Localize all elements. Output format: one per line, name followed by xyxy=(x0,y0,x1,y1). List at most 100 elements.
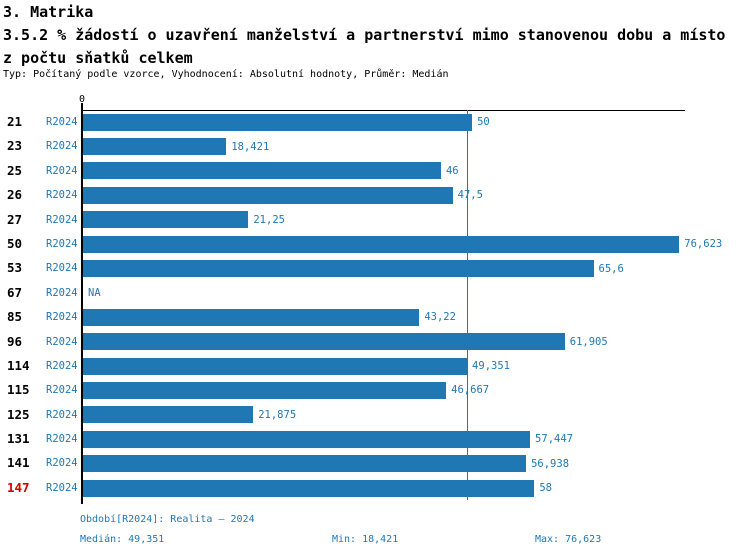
row-id-label: 25 xyxy=(7,162,23,178)
value-bar xyxy=(83,186,453,204)
row-period-label: R2024 xyxy=(46,433,78,446)
row-period-label: R2024 xyxy=(46,311,78,324)
bar-container: 43,22 xyxy=(83,305,456,329)
bar-container: 21,25 xyxy=(83,208,285,232)
bar-container: 46,667 xyxy=(83,378,489,402)
y-axis-line xyxy=(81,103,83,504)
bar-container: 47,5 xyxy=(83,183,483,207)
row-id-label: 147 xyxy=(7,479,30,495)
chart-row: 96 R2024 61,905 xyxy=(0,330,750,354)
bar-container: 18,421 xyxy=(83,134,269,158)
value-label: 57,447 xyxy=(535,433,573,446)
chart-row: 21 R2024 50 xyxy=(0,110,750,134)
value-label: 76,623 xyxy=(684,238,723,251)
bar-container: 57,447 xyxy=(83,427,573,451)
row-period-label: R2024 xyxy=(46,213,78,226)
row-period-label: R2024 xyxy=(46,164,78,177)
value-label: 61,905 xyxy=(569,335,608,348)
report-title-line2: z počtu sňatků celkem xyxy=(3,49,193,67)
value-bar xyxy=(83,235,680,253)
x-axis-zero-tick-label: 0 xyxy=(78,94,86,105)
value-label: 21,25 xyxy=(253,213,285,226)
bar-container: 76,623 xyxy=(83,232,722,256)
value-label: 56,938 xyxy=(531,457,570,470)
row-id-label: 67 xyxy=(7,284,23,300)
value-bar xyxy=(83,406,254,424)
chart-row: 50 R2024 76,623 xyxy=(0,232,750,256)
bar-container: 61,905 xyxy=(83,330,608,354)
row-id-label: 96 xyxy=(7,333,23,349)
value-label: 49,351 xyxy=(472,360,510,373)
bar-container: NA xyxy=(83,281,101,305)
row-period-label: R2024 xyxy=(46,237,78,250)
section-title: 3. Matrika xyxy=(3,3,94,21)
chart-row: 147 R2024 58 xyxy=(0,476,750,500)
row-id-label: 141 xyxy=(7,455,30,471)
row-id-label: 26 xyxy=(7,187,23,203)
row-id-label: 50 xyxy=(7,235,23,251)
row-period-label: R2024 xyxy=(46,140,78,153)
value-bar xyxy=(83,113,473,131)
report-title-line1: 3.5.2 % žádostí o uzavření manželství a … xyxy=(3,26,726,44)
row-period-label: R2024 xyxy=(46,335,78,348)
value-bar xyxy=(83,162,441,180)
chart-row: 23 R2024 18,421 xyxy=(0,134,750,158)
value-label: 43,22 xyxy=(424,311,456,324)
value-label: 65,6 xyxy=(598,262,624,275)
bar-container: 65,6 xyxy=(83,256,624,280)
chart-row: 115 R2024 46,667 xyxy=(0,378,750,402)
value-bar xyxy=(83,455,527,473)
row-period-label: R2024 xyxy=(46,189,78,202)
row-period-label: R2024 xyxy=(46,384,78,397)
row-period-label: R2024 xyxy=(46,457,78,470)
value-bar xyxy=(83,308,420,326)
value-label: NA xyxy=(88,286,101,299)
row-id-label: 131 xyxy=(7,431,30,447)
chart-row: 114 R2024 49,351 xyxy=(0,354,750,378)
row-id-label: 21 xyxy=(7,114,23,129)
value-bar xyxy=(83,211,249,229)
value-label: 58 xyxy=(539,482,553,495)
chart-row: 85 R2024 43,22 xyxy=(0,305,750,329)
row-id-label: 85 xyxy=(7,309,23,325)
row-period-label: R2024 xyxy=(46,116,78,128)
chart-row: 125 R2024 21,875 xyxy=(0,403,750,427)
row-period-label: R2024 xyxy=(46,262,78,275)
value-bar xyxy=(83,381,447,399)
row-id-label: 125 xyxy=(7,406,30,422)
row-id-label: 53 xyxy=(7,260,23,276)
chart-row: 131 R2024 57,447 xyxy=(0,427,750,451)
chart-rows: 21 R2024 50 23 R2024 18,421 25 R2024 46 … xyxy=(0,110,750,501)
value-bar xyxy=(83,260,594,278)
footer-min-stat: Min: 18,421 xyxy=(332,534,399,545)
row-id-label: 115 xyxy=(7,382,30,398)
chart-row: 25 R2024 46 xyxy=(0,159,750,183)
value-label: 21,875 xyxy=(258,408,297,421)
value-label: 46 xyxy=(445,164,459,177)
chart-row: 141 R2024 56,938 xyxy=(0,451,750,475)
bar-container: 46 xyxy=(83,159,459,183)
report-subtitle: Typ: Počítaný podle vzorce, Vyhodnocení:… xyxy=(3,69,449,80)
value-label: 47,5 xyxy=(457,189,483,202)
value-label: 50 xyxy=(477,116,490,129)
bar-container: 49,351 xyxy=(83,354,510,378)
value-label: 46,667 xyxy=(451,384,490,397)
bar-container: 58 xyxy=(83,476,552,500)
row-period-label: R2024 xyxy=(46,481,78,494)
row-id-label: 114 xyxy=(7,357,30,373)
chart-row: 67 R2024 NA xyxy=(0,281,750,305)
value-bar xyxy=(83,430,531,448)
bar-container: 50 xyxy=(83,110,490,134)
row-id-label: 27 xyxy=(7,211,23,227)
value-bar xyxy=(83,333,565,351)
row-period-label: R2024 xyxy=(46,359,78,372)
median-line xyxy=(467,110,469,500)
footer-max-stat: Max: 76,623 xyxy=(535,534,602,545)
value-bar xyxy=(83,357,468,375)
footer-median-stat: Medián: 49,351 xyxy=(80,534,165,545)
row-id-label: 23 xyxy=(7,138,23,154)
chart-row: 27 R2024 21,25 xyxy=(0,208,750,232)
bar-container: 56,938 xyxy=(83,451,569,475)
x-axis-line xyxy=(81,110,685,111)
